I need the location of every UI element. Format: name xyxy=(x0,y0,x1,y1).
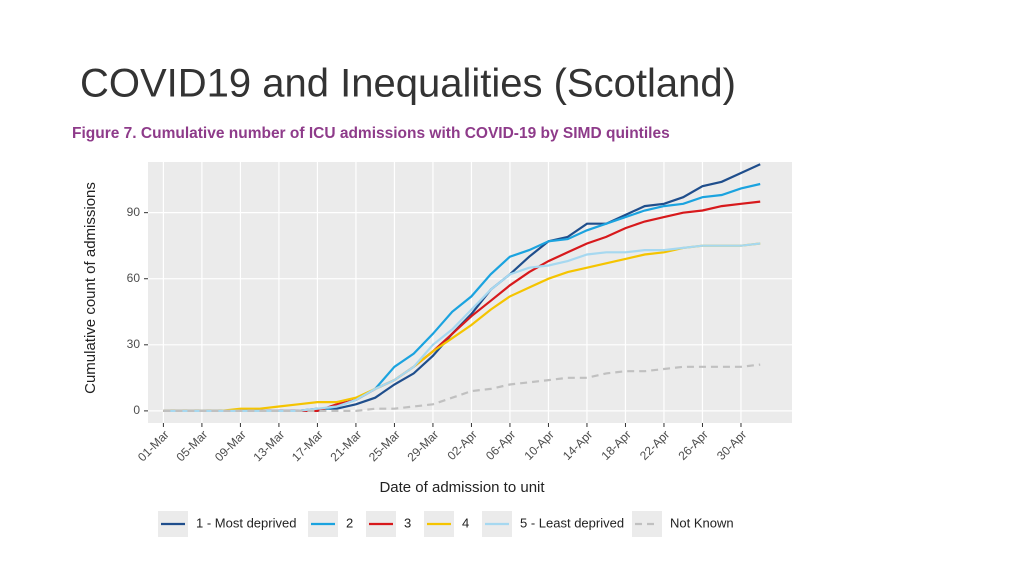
x-axis-label: Date of admission to unit xyxy=(379,479,545,496)
legend-label: 5 - Least deprived xyxy=(520,515,624,530)
slide-title: COVID19 and Inequalities (Scotland) xyxy=(80,62,736,106)
legend-label: 1 - Most deprived xyxy=(196,515,296,530)
x-tick-label: 18-Apr xyxy=(598,427,633,462)
x-tick-label: 25-Mar xyxy=(366,427,403,464)
x-tick-label: 21-Mar xyxy=(328,427,365,464)
x-tick-label: 01-Mar xyxy=(135,427,172,464)
x-tick-label: 26-Apr xyxy=(675,427,710,462)
series-line xyxy=(163,363,761,412)
x-tick-label: 13-Mar xyxy=(251,427,288,464)
y-tick-label: 90 xyxy=(127,205,141,219)
plot-panel xyxy=(148,162,792,423)
x-tick-label: 30-Apr xyxy=(714,427,749,462)
legend-label: 2 xyxy=(346,515,353,530)
x-tick-label: 29-Mar xyxy=(405,427,442,464)
x-tick-label: 02-Apr xyxy=(444,427,479,462)
x-tick-label: 22-Apr xyxy=(637,427,672,462)
y-tick-label: 0 xyxy=(133,403,140,417)
x-tick-label: 14-Apr xyxy=(560,427,595,462)
series-line xyxy=(163,242,761,412)
legend-label: 3 xyxy=(404,515,411,530)
y-tick-label: 30 xyxy=(127,337,141,351)
legend-label: Not Known xyxy=(670,515,734,530)
y-axis-label: Cumulative count of admissions xyxy=(82,182,99,394)
x-tick-label: 05-Mar xyxy=(173,427,210,464)
x-tick-label: 17-Mar xyxy=(289,427,326,464)
x-tick-label: 09-Mar xyxy=(212,427,249,464)
x-tick-label: 06-Apr xyxy=(483,427,518,462)
legend-label: 4 xyxy=(462,515,469,530)
figure-title: Figure 7. Cumulative number of ICU admis… xyxy=(72,125,670,142)
x-tick-label: 10-Apr xyxy=(521,427,556,462)
y-tick-label: 60 xyxy=(127,271,141,285)
